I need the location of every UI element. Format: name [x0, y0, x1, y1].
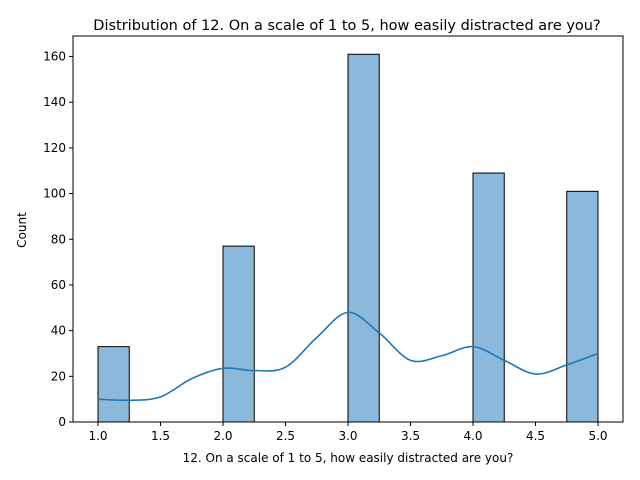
- y-tick-label: 40: [51, 324, 66, 338]
- x-tick-label: 1.5: [151, 429, 170, 443]
- histogram-bar-5: [566, 190, 599, 423]
- y-axis-ticks: 0 20 40 60 80 100 120 140 160: [43, 50, 73, 429]
- bars-group: [97, 53, 599, 423]
- x-tick-label: 2.5: [276, 429, 295, 443]
- chart-title: Distribution of 12. On a scale of 1 to 5…: [93, 18, 600, 34]
- y-axis-label: Count: [15, 212, 29, 248]
- y-tick-label: 20: [51, 369, 66, 383]
- histogram-bar-2: [222, 245, 255, 423]
- y-tick-label: 120: [43, 141, 66, 155]
- x-tick-label: 3.5: [401, 429, 420, 443]
- histogram-bar-4: [472, 172, 505, 423]
- histogram-bar-1: [97, 346, 130, 423]
- x-tick-label: 4.0: [463, 429, 482, 443]
- y-tick-label: 100: [43, 187, 66, 201]
- x-axis-label: 12. On a scale of 1 to 5, how easily dis…: [183, 451, 514, 465]
- x-tick-label: 3.0: [338, 429, 357, 443]
- y-tick-label: 60: [51, 278, 66, 292]
- x-tick-label: 5.0: [588, 429, 607, 443]
- x-tick-label: 2.0: [213, 429, 232, 443]
- y-tick-label: 140: [43, 95, 66, 109]
- kde-curve: [97, 311, 599, 402]
- y-tick-label: 160: [43, 50, 66, 64]
- x-axis-ticks: 1.0 1.5 2.0 2.5 3.0 3.5 4.0 4.5 5.0: [88, 422, 608, 443]
- x-tick-label: 4.5: [526, 429, 545, 443]
- x-tick-label: 1.0: [88, 429, 107, 443]
- y-tick-label: 0: [58, 415, 66, 429]
- y-tick-label: 80: [51, 232, 66, 246]
- histogram-bar-3: [347, 53, 380, 423]
